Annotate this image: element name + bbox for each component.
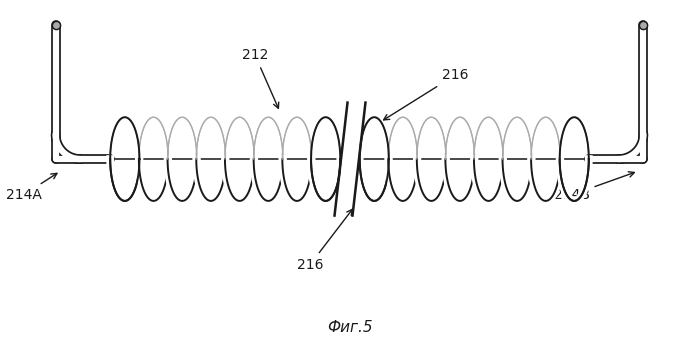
Text: 214A: 214A	[6, 173, 57, 202]
Text: 212: 212	[242, 48, 279, 108]
Text: Фиг.5: Фиг.5	[326, 320, 373, 335]
Text: 216: 216	[384, 68, 468, 120]
Text: 214B: 214B	[554, 172, 635, 202]
Text: 216: 216	[297, 209, 352, 272]
